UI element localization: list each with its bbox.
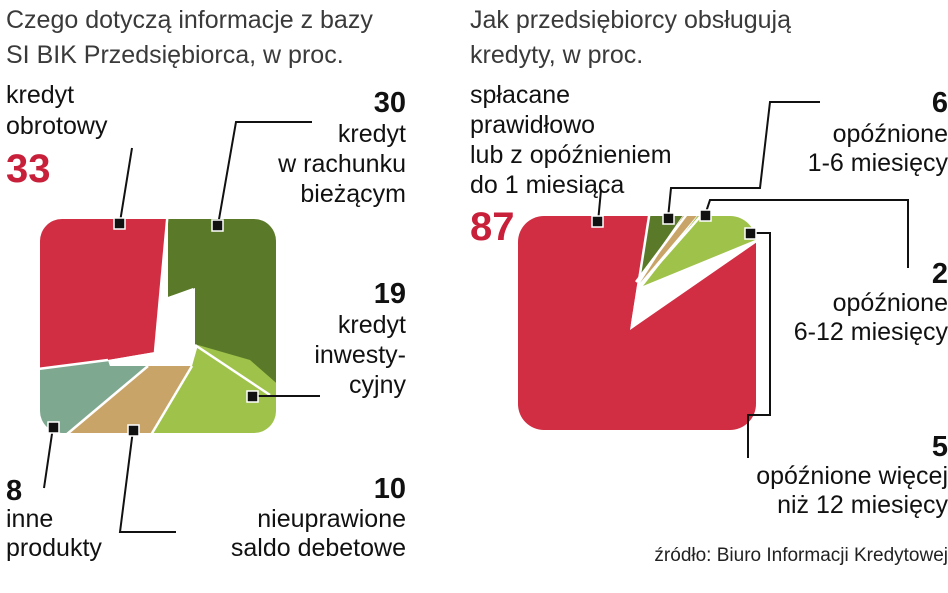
label-line: saldo debetowe bbox=[231, 534, 406, 562]
chart1-slices bbox=[40, 219, 276, 433]
leader-6-12 bbox=[705, 199, 909, 268]
value-splacane: 87 bbox=[470, 205, 515, 249]
chart2-label-6-12: 2 opóźnione 6-12 miesięcy bbox=[794, 258, 948, 346]
label-line: opóźnione bbox=[833, 289, 948, 317]
chart2-leaders bbox=[591, 101, 909, 458]
marker-6-12 bbox=[699, 209, 712, 222]
chart2-label-splacane: spłacane prawidłowo lub z opóźnieniem do… bbox=[470, 81, 672, 249]
marker-saldo-debetowe bbox=[127, 424, 140, 437]
value-1-6: 6 bbox=[932, 87, 948, 119]
value-kredyt-obrotowy: 33 bbox=[6, 147, 51, 191]
chart1-slice-kredyt-obrotowy bbox=[40, 219, 168, 370]
value-inne-produkty: 8 bbox=[6, 475, 22, 507]
label-line: opóźnione bbox=[833, 120, 948, 148]
chart2-slice-ponad-12 bbox=[643, 216, 756, 286]
marker-kredyt-inwestycyjny bbox=[246, 390, 259, 403]
leader-kredyt-w-rachunku bbox=[217, 121, 312, 226]
chart1-title-line2: SI BIK Przedsiębiorca, w proc. bbox=[6, 41, 344, 69]
value-6-12: 2 bbox=[932, 258, 948, 290]
chart2-separators bbox=[630, 209, 707, 326]
label-line: spłacane bbox=[470, 81, 570, 109]
chart1-leaders bbox=[43, 121, 320, 533]
value-saldo-debetowe: 10 bbox=[374, 473, 406, 505]
label-line: lub z opóźnieniem bbox=[470, 141, 672, 169]
value-kredyt-inwestycyjny: 19 bbox=[374, 278, 406, 310]
chart1-label-inne-produkty: 8 inne produkty bbox=[6, 475, 102, 562]
leader-1-6 bbox=[667, 101, 820, 219]
label-line: do 1 miesiąca bbox=[470, 171, 624, 199]
label-line: obrotowy bbox=[6, 112, 108, 140]
label-line: inne bbox=[6, 505, 53, 533]
label-line: opóźnione więcej bbox=[756, 462, 948, 490]
leader-kredyt-obrotowy bbox=[119, 147, 133, 223]
chart1-label-saldo-debetowe: 10 nieuprawione saldo debetowe bbox=[231, 473, 406, 562]
chart1-title-line1: Czego dotyczą informacje z bazy bbox=[6, 6, 373, 34]
marker-1-6 bbox=[662, 212, 675, 225]
chart1-label-kredyt-w-rachunku: 30 kredyt w rachunku bieżącym bbox=[277, 87, 406, 208]
chart2-slices bbox=[518, 216, 756, 430]
label-line: inwesty- bbox=[314, 341, 406, 369]
label-line: kredyt bbox=[6, 81, 74, 109]
chart2-title-line2: kredyty, w proc. bbox=[470, 41, 643, 69]
source-note: źródło: Biuro Informacji Kredytowej bbox=[654, 545, 948, 566]
chart2-slice-6-12 bbox=[640, 216, 706, 283]
label-line: 1-6 miesięcy bbox=[808, 149, 948, 177]
label-line: prawidłowo bbox=[470, 111, 595, 139]
label-line: nieuprawione bbox=[257, 505, 406, 533]
label-line: w rachunku bbox=[277, 150, 406, 178]
marker-kredyt-obrotowy bbox=[113, 217, 126, 230]
chart1-slice-inne-produkty bbox=[40, 360, 148, 433]
leader-inne-produkty bbox=[43, 426, 54, 489]
marker-ponad-12 bbox=[744, 227, 757, 240]
value-kredyt-w-rachunku: 30 bbox=[374, 87, 406, 119]
marker-kredyt-w-rachunku bbox=[211, 219, 224, 232]
chart1-separators bbox=[29, 209, 271, 441]
chart1-label-kredyt-inwestycyjny: 19 kredyt inwesty- cyjny bbox=[314, 278, 406, 399]
label-line: cyjny bbox=[349, 371, 406, 399]
label-line: bieżącym bbox=[300, 180, 406, 208]
value-ponad-12: 5 bbox=[932, 431, 948, 463]
chart1-center-hole bbox=[108, 288, 195, 366]
leader-saldo-debetowe bbox=[118, 429, 176, 533]
label-line: kredyt bbox=[338, 311, 406, 339]
label-line: kredyt bbox=[338, 120, 406, 148]
label-line: produkty bbox=[6, 534, 102, 562]
chart1-label-kredyt-obrotowy: kredyt obrotowy 33 bbox=[6, 81, 108, 191]
chart2-label-1-6: 6 opóźnione 1-6 miesięcy bbox=[808, 87, 948, 177]
chart2-slice-splacane bbox=[518, 216, 756, 430]
chart2-label-ponad-12: 5 opóźnione więcej niż 12 miesięcy bbox=[756, 431, 948, 519]
leader-ponad-12 bbox=[747, 232, 771, 458]
chart1-slice-kredyt-w-rachunku bbox=[168, 219, 276, 400]
marker-inne-produkty bbox=[47, 421, 60, 434]
chart2-title-line1: Jak przedsiębiorcy obsługują bbox=[470, 6, 791, 34]
chart1-slice-kredyt-inwestycyjny bbox=[148, 345, 276, 433]
marker-splacane bbox=[591, 215, 604, 228]
label-line: 6-12 miesięcy bbox=[794, 318, 948, 346]
label-line: niż 12 miesięcy bbox=[777, 491, 948, 519]
